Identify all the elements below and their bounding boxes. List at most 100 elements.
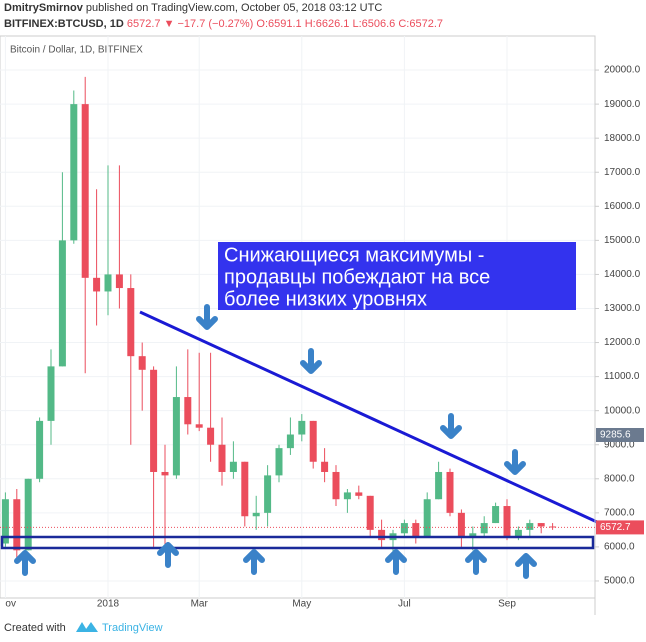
- arrow-up: [14, 550, 36, 576]
- candle-body: [457, 512, 465, 537]
- candle-body: [161, 471, 169, 476]
- support-zone: [0, 535, 595, 550]
- x-tick-label: ov: [5, 599, 16, 610]
- candle-body: [138, 356, 146, 370]
- candle-body: [332, 471, 340, 500]
- candle-body: [81, 104, 89, 278]
- candle-body: [70, 104, 78, 241]
- candle-body: [366, 495, 374, 530]
- author[interactable]: DmitrySmirnov: [4, 2, 83, 14]
- symbol: BITFINEX:BTCUSD, 1D: [4, 18, 124, 30]
- candle-body: [241, 461, 249, 517]
- logo: [76, 622, 98, 632]
- x-tick-label: Jul: [398, 599, 411, 610]
- ohlc: L:6506.6: [352, 18, 396, 30]
- candle-body: [378, 529, 386, 541]
- y-tick-label: 5000.0: [604, 576, 635, 587]
- candle-body: [286, 434, 294, 449]
- arrow-down: [504, 449, 526, 475]
- price-label: 6572.7: [600, 522, 631, 533]
- ohlc: O:6591.1: [256, 18, 302, 30]
- published: published on TradingView.com, October 05…: [85, 2, 383, 14]
- y-tick-label: 16000.0: [604, 201, 641, 212]
- candle-body: [36, 420, 44, 479]
- y-tick-label: 17000.0: [604, 167, 641, 178]
- candle-body: [58, 240, 66, 367]
- y-tick-label: 18000.0: [604, 133, 641, 144]
- x-tick-label: Sep: [498, 599, 516, 610]
- y-tick-label: 14000.0: [604, 269, 641, 280]
- candle-body: [423, 499, 431, 537]
- y-tick-label: 9000.0: [604, 439, 635, 450]
- candle-body: [184, 397, 192, 425]
- price-label-bg: [596, 520, 644, 535]
- footer: Created with TradingView: [4, 622, 163, 634]
- x-tick-label: Mar: [191, 599, 209, 610]
- trend-line: [139, 310, 598, 524]
- candle-body: [150, 369, 158, 472]
- candles: [1, 76, 557, 564]
- arrow-up: [515, 553, 537, 579]
- candle-body: [537, 523, 545, 527]
- candle-body: [446, 471, 454, 513]
- y-tick-label: 6000.0: [604, 542, 635, 553]
- x-tick-label: May: [292, 599, 311, 610]
- candle-body: [492, 506, 500, 524]
- y-tick-label: 7000.0: [604, 507, 635, 518]
- annotation-text: более низких уровнях: [224, 288, 427, 310]
- candle-body: [47, 366, 55, 421]
- y-tick-label: 10000.0: [604, 405, 641, 416]
- chart-title: Bitcoin / Dollar, 1D, BITFINEX: [10, 45, 143, 56]
- candle-body: [355, 492, 363, 496]
- arrow-down: [196, 304, 218, 330]
- price-label: 9285.6: [600, 430, 631, 441]
- last: 6572.7: [126, 18, 161, 30]
- annotation-text: Снижающиеся максимумы -: [224, 244, 484, 266]
- chart: Bitcoin / Dollar, 1D, BITFINEX Снижающие…: [0, 35, 644, 634]
- header-line: DmitrySmirnov published on TradingView.c…: [4, 2, 382, 14]
- candle-body: [309, 420, 317, 462]
- y-tick-label: 20000.0: [604, 65, 641, 76]
- candle-body: [526, 523, 534, 530]
- candle-body: [275, 448, 283, 476]
- candle-body: [195, 424, 203, 428]
- ohlc: C:6572.7: [398, 18, 443, 30]
- candle-body: [13, 499, 21, 551]
- footer-brand[interactable]: TradingView: [102, 622, 163, 634]
- candle-body: [115, 274, 123, 289]
- arrows: [14, 304, 537, 579]
- candle-body: [412, 523, 420, 537]
- footer-created: Created with: [4, 622, 66, 634]
- candle-body: [435, 471, 443, 500]
- arrow-up: [157, 542, 179, 568]
- arrow-up: [243, 549, 265, 575]
- candle-body: [104, 274, 112, 292]
- y-tick-label: 19000.0: [604, 99, 641, 110]
- candle-body: [514, 529, 522, 537]
- y-tick-label: 12000.0: [604, 337, 641, 348]
- arrow-down: [440, 413, 462, 439]
- candle-body: [127, 288, 135, 357]
- y-tick-label: 15000.0: [604, 235, 641, 246]
- price-label-bg: [596, 427, 644, 442]
- candle-body: [218, 444, 226, 472]
- candle-body: [252, 512, 260, 517]
- candle-body: [207, 427, 215, 445]
- annotation-box: [218, 242, 576, 310]
- arrow-up: [385, 549, 407, 575]
- candle-body: [264, 475, 272, 513]
- candle-body: [400, 523, 408, 534]
- y-tick-label: 11000.0: [604, 371, 640, 382]
- y-tick-label: 8000.0: [604, 473, 635, 484]
- arrow-up: [465, 549, 487, 575]
- candle-body: [321, 461, 329, 472]
- arrow-down: [300, 348, 322, 374]
- candle-body: [1, 499, 9, 544]
- ohlc: H:6626.1: [304, 18, 350, 30]
- change: ▼ −17.7 (−0.27%): [163, 18, 254, 30]
- candle-body: [298, 420, 306, 435]
- candle-body: [229, 461, 237, 472]
- candle-body: [93, 277, 101, 292]
- symbol-line: BITFINEX:BTCUSD, 1D 6572.7 ▼ −17.7 (−0.2…: [4, 18, 443, 30]
- annotation-text: продавцы побеждают на все: [224, 266, 490, 288]
